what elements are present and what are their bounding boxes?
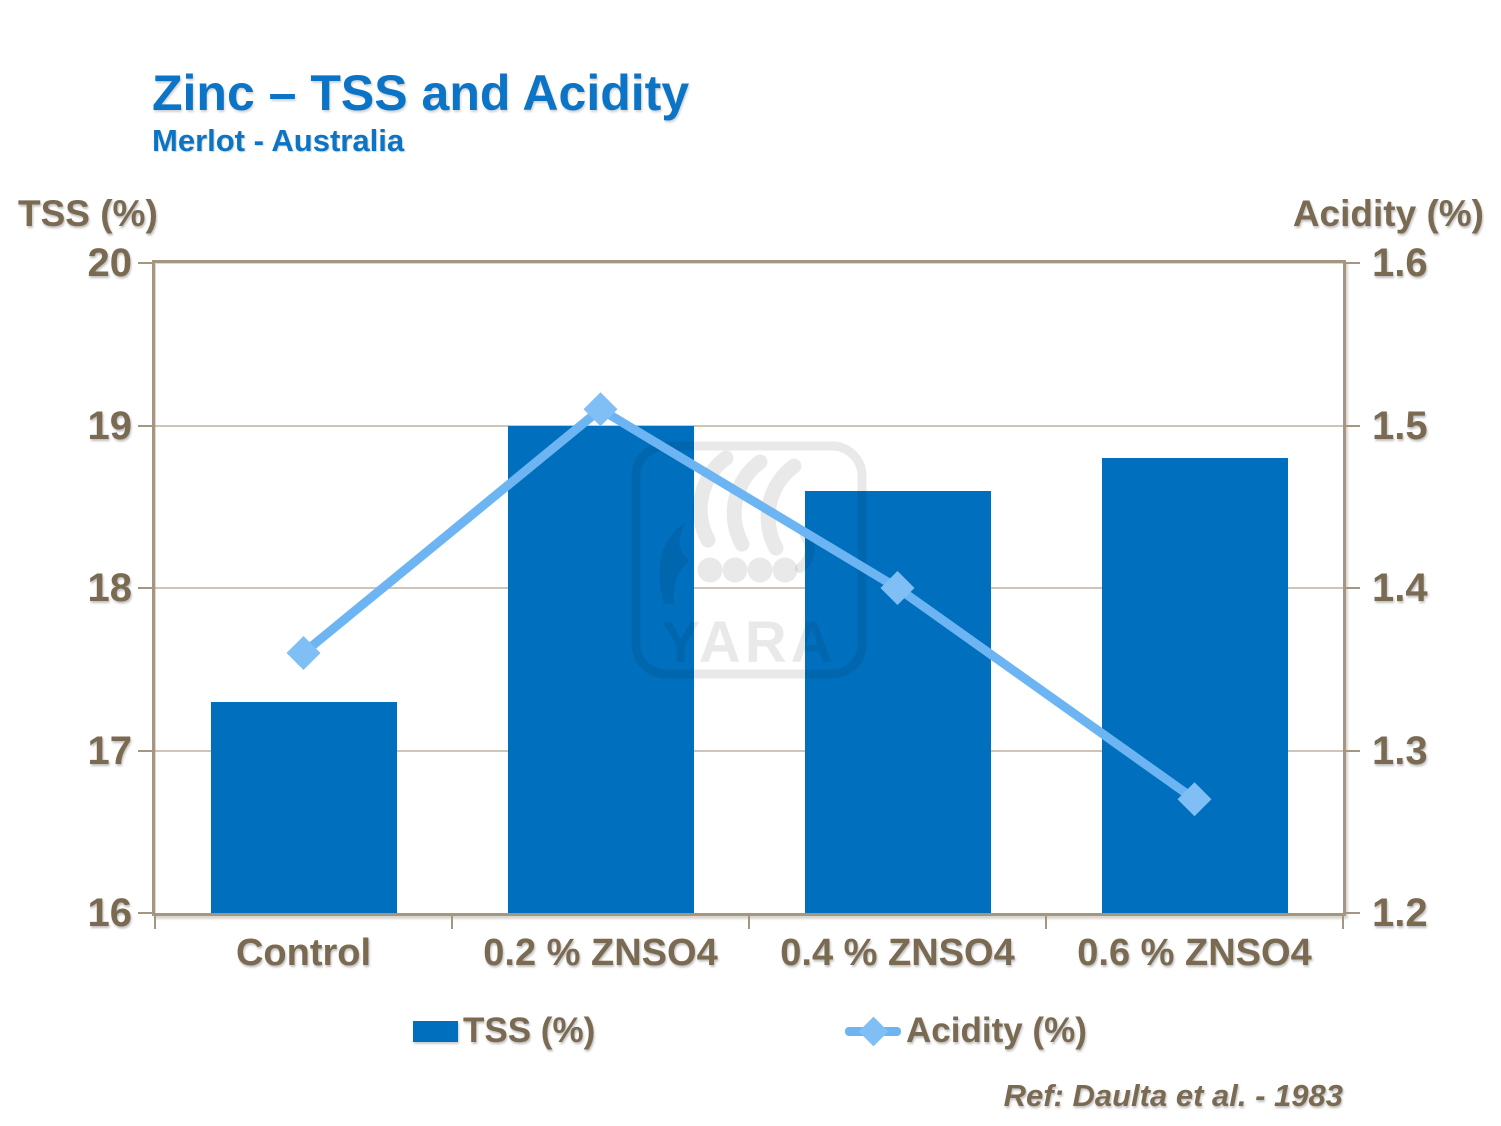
bottom-tick-mark [1045,916,1047,929]
chart-subtitle: Merlot - Australia [152,123,405,158]
reference-citation: Ref: Daulta et al. - 1983 [1003,1078,1343,1113]
left-tick-mark [138,424,152,427]
watermark-prow [659,522,690,604]
right-axis-tick-label: 1.5 [1372,403,1428,448]
left-axis-tick-label: 17 [87,728,133,773]
category-label: 0.6 % ZNSO4 [1077,932,1312,974]
left-tick-mark [138,749,152,752]
bottom-tick-mark [154,916,156,929]
watermark-stern [795,531,815,573]
right-axis-tick-label: 1.2 [1372,891,1428,935]
yara-logo-watermark: YARA [631,441,867,679]
acidity-legend-label: Acidity (%) [906,1011,1087,1050]
watermark-shield [747,557,773,583]
tss-bar [1101,458,1288,913]
acidity-marker-diamond [583,392,618,427]
category-label: 0.2 % ZNSO4 [483,932,718,974]
bottom-tick-mark [1342,916,1344,929]
acidity-marker-diamond [880,571,915,605]
left-axis-tick-label: 18 [87,566,133,610]
left-axis-tick-label: 20 [87,241,133,285]
right-tick-mark [1346,262,1360,264]
tss-bar [804,490,991,913]
left-axis-tick-label: 16 [87,891,133,935]
acidity-legend-diamond-icon [858,1016,889,1046]
right-tick-mark [1346,912,1360,914]
acidity-line-layer [286,392,1212,817]
tss-legend-label: TSS (%) [463,1011,596,1050]
right-axis-tick-label: 1.6 [1372,241,1428,285]
acidity-legend-line [845,1016,901,1046]
gridline [155,424,1343,427]
right-axis-tick-label: 1.4 [1372,566,1428,610]
left-tick-mark [138,587,152,589]
category-label: 0.4 % ZNSO4 [780,932,1015,974]
tss-bar [210,701,397,913]
left-axis-title: TSS (%) [18,193,158,234]
acidity-marker-diamond [286,636,321,670]
right-tick-mark [1346,587,1360,589]
legend-item-tss: TSS (%) [413,1005,595,1057]
acidity-line [300,403,1198,803]
right-axis-tick-label: 1.3 [1372,728,1428,773]
watermark-frame [631,441,867,679]
bottom-tick-mark [748,916,750,929]
watermark-text: YARA [661,610,836,675]
bottom-tick-mark [451,916,453,929]
left-tick-mark [138,912,152,914]
watermark-sail-arc [726,454,768,552]
left-tick-mark [138,262,152,264]
gridline [155,749,1343,752]
right-tick-mark [1346,424,1360,427]
plot-area: YARA [152,260,1346,916]
tss-legend-swatch [413,1020,458,1042]
chart-title: Zinc – TSS and Acidity [152,65,690,121]
watermark-shield [772,557,798,583]
tss-bar [507,425,694,913]
watermark-sail-arc [692,450,734,548]
left-axis-tick-label: 19 [87,403,133,448]
watermark-shield [697,557,723,583]
watermark-shield [722,557,748,583]
right-tick-mark [1346,749,1360,752]
watermark-sail-arc [760,458,802,556]
gridline [155,587,1343,589]
right-axis-title: Acidity (%) [1292,193,1484,234]
category-label: Control [235,932,372,974]
legend-item-acidity: Acidity (%) [845,1005,1087,1057]
acidity-marker-diamond [1177,782,1212,817]
